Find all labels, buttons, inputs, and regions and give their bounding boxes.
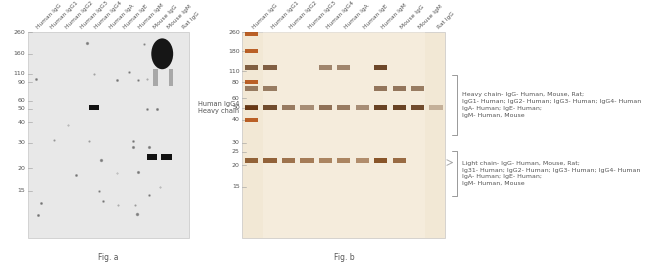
- Text: Human IgG: Human IgG: [252, 3, 279, 30]
- Bar: [356, 105, 369, 110]
- Bar: [161, 154, 172, 160]
- Text: 15: 15: [232, 185, 240, 189]
- Bar: [245, 49, 258, 53]
- Text: Human IgG2: Human IgG2: [289, 1, 318, 30]
- Bar: [300, 158, 313, 162]
- Bar: [393, 86, 406, 91]
- Bar: [300, 105, 313, 110]
- Text: 180: 180: [228, 49, 240, 54]
- Text: Human IgG: Human IgG: [35, 3, 62, 30]
- Bar: [245, 32, 258, 36]
- Bar: [374, 65, 387, 70]
- Bar: [393, 105, 406, 110]
- Bar: [374, 86, 387, 91]
- Text: 260: 260: [14, 30, 25, 35]
- Bar: [356, 158, 369, 162]
- Text: 40: 40: [18, 120, 25, 125]
- Text: 60: 60: [232, 96, 240, 101]
- Bar: [263, 105, 277, 110]
- Text: 30: 30: [232, 140, 240, 145]
- Text: Human IgE: Human IgE: [123, 4, 150, 30]
- Text: 60: 60: [18, 98, 25, 103]
- Text: Human IgG3: Human IgG3: [79, 1, 109, 30]
- Text: Human IgG3: Human IgG3: [307, 1, 337, 30]
- Text: Human IgG1: Human IgG1: [270, 1, 300, 30]
- Bar: [393, 158, 406, 162]
- Text: Heavy chain- IgG- Human, Mouse, Rat;
IgG1- Human; IgG2- Human; IgG3- Human; IgG4: Heavy chain- IgG- Human, Mouse, Rat; IgG…: [462, 92, 641, 118]
- Bar: [337, 65, 350, 70]
- Bar: [318, 105, 332, 110]
- Bar: [245, 105, 258, 110]
- Bar: [411, 86, 424, 91]
- Bar: [245, 158, 258, 162]
- Bar: [245, 106, 258, 109]
- Text: Mouse IgM: Mouse IgM: [417, 4, 444, 30]
- Text: Fig. a: Fig. a: [98, 253, 118, 262]
- Text: Human IgG4: Human IgG4: [94, 1, 124, 30]
- Text: Human IgM: Human IgM: [137, 3, 165, 30]
- Text: Fig. b: Fig. b: [333, 253, 354, 262]
- Bar: [28, 32, 188, 238]
- Text: Rat IgG: Rat IgG: [181, 11, 200, 30]
- Bar: [263, 86, 277, 91]
- Text: 15: 15: [18, 189, 25, 193]
- Bar: [411, 105, 424, 110]
- Text: 20: 20: [18, 166, 25, 171]
- Text: 30: 30: [18, 140, 25, 145]
- Bar: [245, 80, 258, 84]
- Text: Human IgA: Human IgA: [344, 3, 370, 30]
- Text: Human IgM: Human IgM: [381, 3, 408, 30]
- Bar: [430, 105, 443, 110]
- Bar: [318, 65, 332, 70]
- Bar: [88, 105, 99, 110]
- Text: 20: 20: [232, 163, 240, 168]
- Text: Human IgG2: Human IgG2: [64, 1, 94, 30]
- Text: 160: 160: [14, 51, 25, 56]
- Bar: [263, 158, 277, 162]
- Bar: [374, 105, 387, 110]
- Text: 260: 260: [228, 30, 240, 35]
- Text: Rat IgG: Rat IgG: [436, 11, 455, 30]
- Bar: [263, 32, 425, 238]
- Text: Human IgG4
Heavy chain: Human IgG4 Heavy chain: [198, 101, 240, 114]
- Text: Mouse IgG: Mouse IgG: [399, 4, 425, 30]
- Text: 80: 80: [232, 80, 240, 84]
- Text: 110: 110: [228, 69, 240, 74]
- Bar: [337, 105, 350, 110]
- Bar: [153, 69, 158, 86]
- Bar: [282, 105, 295, 110]
- Text: 40: 40: [232, 117, 240, 122]
- Bar: [374, 158, 387, 162]
- Text: Human IgG4: Human IgG4: [326, 1, 355, 30]
- Bar: [242, 32, 445, 238]
- Text: 90: 90: [18, 80, 25, 84]
- Text: Mouse IgM: Mouse IgM: [166, 4, 192, 30]
- Text: 50: 50: [232, 105, 240, 110]
- Text: Human IgA: Human IgA: [108, 3, 135, 30]
- Bar: [245, 86, 258, 91]
- Text: Mouse IgG: Mouse IgG: [152, 4, 177, 30]
- Bar: [147, 154, 157, 160]
- Bar: [263, 65, 277, 70]
- Bar: [337, 158, 350, 162]
- Bar: [318, 158, 332, 162]
- Bar: [169, 69, 173, 86]
- Text: Human IgG1: Human IgG1: [50, 1, 79, 30]
- Text: Human IgE: Human IgE: [362, 4, 389, 30]
- Text: 50: 50: [18, 107, 25, 111]
- Bar: [245, 118, 258, 122]
- Text: 25: 25: [232, 150, 240, 154]
- Bar: [245, 65, 258, 70]
- Ellipse shape: [151, 38, 173, 69]
- Text: Light chain- IgG- Human, Mouse, Rat;
Ig31- Human; IgG2- Human; IgG3- Human; IgG4: Light chain- IgG- Human, Mouse, Rat; Ig3…: [462, 161, 640, 186]
- Text: 110: 110: [14, 72, 25, 76]
- Bar: [282, 158, 295, 162]
